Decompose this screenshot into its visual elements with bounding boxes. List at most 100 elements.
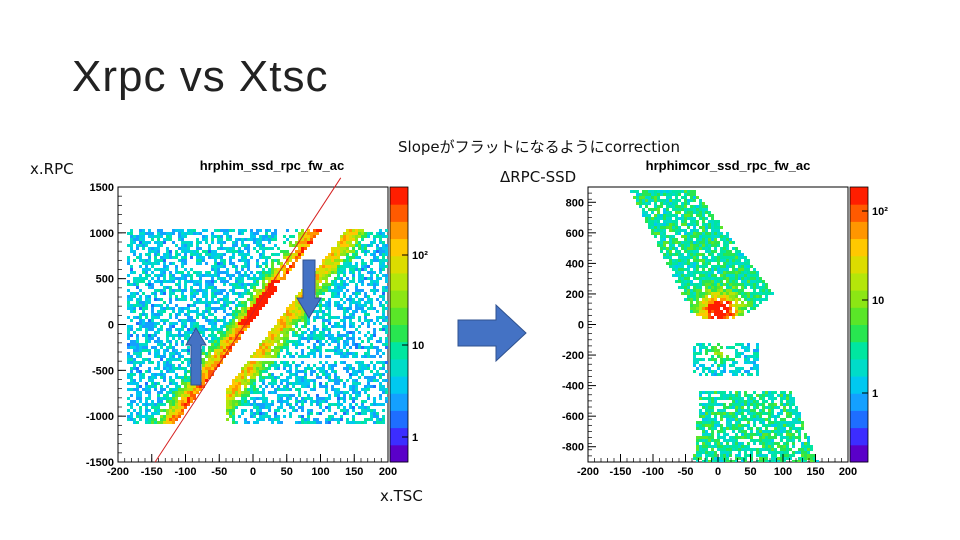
heat-cell xyxy=(304,400,307,403)
heat-cell xyxy=(349,262,352,265)
heat-cell xyxy=(714,442,717,445)
heat-cell xyxy=(253,412,256,415)
heat-cell xyxy=(340,337,343,340)
heat-cell xyxy=(735,418,738,421)
heat-cell xyxy=(741,352,744,355)
heat-cell xyxy=(175,334,178,337)
heat-cell xyxy=(151,385,154,388)
heat-cell xyxy=(319,316,322,319)
heat-cell xyxy=(211,367,214,370)
heat-cell xyxy=(699,301,702,304)
heat-cell xyxy=(723,445,726,448)
heat-cell xyxy=(690,310,693,313)
heat-cell xyxy=(343,241,346,244)
heat-cell xyxy=(738,355,741,358)
heat-cell xyxy=(678,232,681,235)
heat-cell xyxy=(208,370,211,373)
heat-cell xyxy=(334,394,337,397)
heat-cell xyxy=(244,289,247,292)
heat-cell xyxy=(361,289,364,292)
heat-cell xyxy=(759,442,762,445)
heat-cell xyxy=(774,403,777,406)
heat-cell xyxy=(250,355,253,358)
heat-cell xyxy=(756,295,759,298)
heat-cell xyxy=(382,388,385,391)
heat-cell xyxy=(262,406,265,409)
heat-cell xyxy=(328,322,331,325)
heat-cell xyxy=(708,238,711,241)
heat-cell xyxy=(361,367,364,370)
heat-cell xyxy=(133,331,136,334)
heat-cell xyxy=(136,403,139,406)
heat-cell xyxy=(277,340,280,343)
heat-cell xyxy=(244,391,247,394)
heat-cell xyxy=(304,382,307,385)
heat-cell xyxy=(385,253,388,256)
heat-cell xyxy=(352,340,355,343)
heat-cell xyxy=(358,241,361,244)
heat-cell xyxy=(693,250,696,253)
heat-cell xyxy=(657,196,660,199)
heat-cell xyxy=(142,376,145,379)
heat-cell xyxy=(268,238,271,241)
heat-cell xyxy=(175,316,178,319)
heat-cell xyxy=(160,271,163,274)
heat-cell xyxy=(289,382,292,385)
heat-cell xyxy=(313,232,316,235)
heat-cell xyxy=(687,253,690,256)
heat-cell xyxy=(346,283,349,286)
heat-cell xyxy=(298,364,301,367)
heat-cell xyxy=(660,190,663,193)
heat-cell xyxy=(331,367,334,370)
heat-cell xyxy=(358,364,361,367)
heat-cell xyxy=(163,361,166,364)
heat-cell xyxy=(732,373,735,376)
heat-cell xyxy=(301,406,304,409)
heat-cell xyxy=(771,421,774,424)
heat-cell xyxy=(726,271,729,274)
heat-cell xyxy=(370,343,373,346)
heat-cell xyxy=(666,202,669,205)
heat-cell xyxy=(756,349,759,352)
heat-cell xyxy=(367,298,370,301)
heat-cell xyxy=(732,346,735,349)
heat-cell xyxy=(687,208,690,211)
heat-cell xyxy=(654,232,657,235)
heat-cell xyxy=(190,394,193,397)
heat-cell xyxy=(247,283,250,286)
heat-cell xyxy=(130,355,133,358)
heat-cell xyxy=(151,373,154,376)
heat-cell xyxy=(133,382,136,385)
heat-cell xyxy=(211,343,214,346)
heat-cell xyxy=(729,418,732,421)
heat-cell xyxy=(286,259,289,262)
heat-cell xyxy=(310,367,313,370)
heat-cell xyxy=(196,247,199,250)
heat-cell xyxy=(786,436,789,439)
heat-cell xyxy=(642,211,645,214)
heat-cell xyxy=(241,229,244,232)
heat-cell xyxy=(214,328,217,331)
heat-cell xyxy=(376,235,379,238)
heat-cell xyxy=(756,427,759,430)
heat-cell xyxy=(756,394,759,397)
heat-cell xyxy=(190,286,193,289)
heat-cell xyxy=(753,274,756,277)
heat-cell xyxy=(169,274,172,277)
heat-cell xyxy=(708,283,711,286)
heat-cell xyxy=(316,271,319,274)
heat-cell xyxy=(762,433,765,436)
heat-cell xyxy=(127,331,130,334)
heat-cell xyxy=(181,382,184,385)
heat-cell xyxy=(295,334,298,337)
heat-cell xyxy=(151,325,154,328)
heat-cell xyxy=(765,400,768,403)
heat-cell xyxy=(777,394,780,397)
heat-cell xyxy=(346,331,349,334)
heat-cell xyxy=(340,349,343,352)
heat-cell xyxy=(717,226,720,229)
heat-cell xyxy=(325,388,328,391)
heat-cell xyxy=(217,346,220,349)
heat-cell xyxy=(702,460,705,462)
heat-cell xyxy=(714,292,717,295)
